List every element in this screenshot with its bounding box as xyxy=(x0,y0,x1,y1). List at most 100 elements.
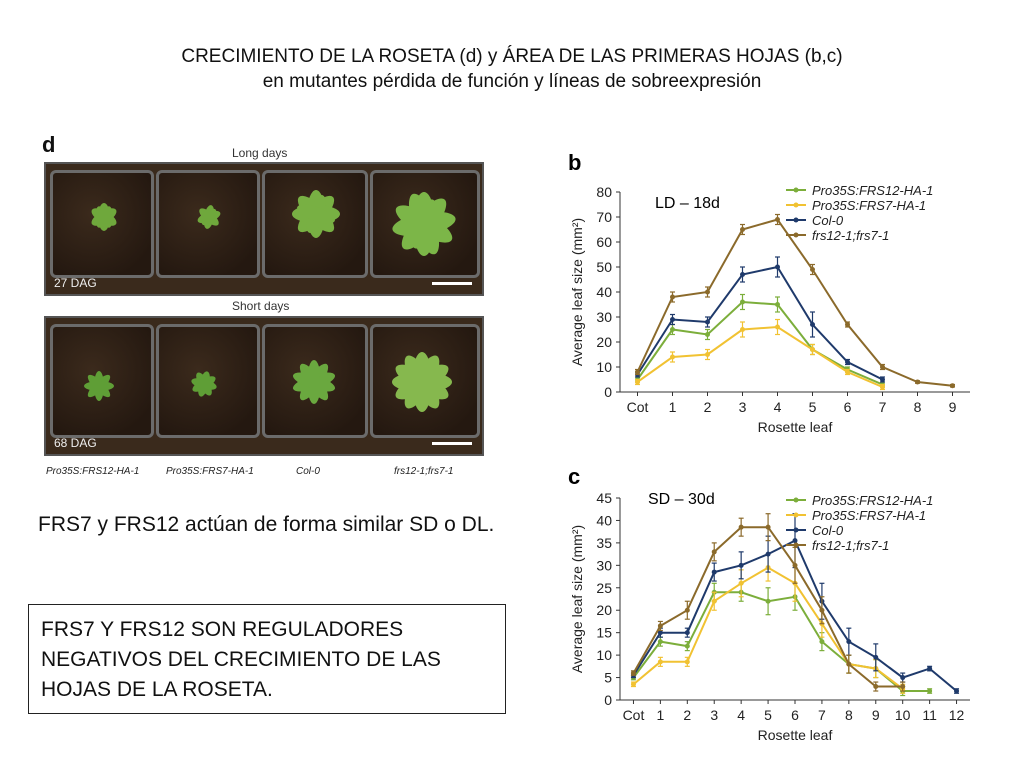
long-days-tray: 27 DAG xyxy=(44,162,484,296)
data-point xyxy=(657,623,663,629)
data-point xyxy=(900,675,906,681)
data-point xyxy=(792,562,798,568)
data-point xyxy=(705,319,710,325)
genotype-label: frs12-1;frs7-1 xyxy=(394,466,454,477)
y-axis-label: Average leaf size (mm²) xyxy=(569,525,585,673)
data-point xyxy=(738,524,744,530)
data-point xyxy=(740,327,745,332)
series-line xyxy=(636,300,883,386)
data-point xyxy=(873,684,879,690)
data-point xyxy=(711,549,717,555)
x-tick-label: 4 xyxy=(737,707,745,723)
series-line xyxy=(636,325,883,388)
long-dag-label: 27 DAG xyxy=(54,276,97,290)
data-point xyxy=(657,659,663,665)
legend-marker xyxy=(793,512,799,518)
data-point xyxy=(915,379,920,385)
x-tick-label: 7 xyxy=(879,399,887,415)
scale-bar xyxy=(432,282,472,285)
x-axis-label: Rosette leaf xyxy=(758,727,833,743)
series-line xyxy=(632,566,904,690)
data-point xyxy=(670,327,675,332)
legend-marker xyxy=(793,497,799,503)
x-tick-label: 6 xyxy=(791,707,799,723)
y-tick-label: 80 xyxy=(596,184,612,200)
x-tick-label: 4 xyxy=(774,399,782,415)
data-point xyxy=(845,322,850,327)
data-point xyxy=(630,681,636,687)
y-tick-label: 45 xyxy=(596,490,612,506)
y-tick-label: 5 xyxy=(604,670,612,686)
data-point xyxy=(880,377,885,382)
data-point xyxy=(775,217,780,222)
data-point xyxy=(705,289,710,295)
data-point xyxy=(657,630,663,636)
data-point xyxy=(657,639,663,645)
panel-letter-d: d xyxy=(42,132,56,157)
x-tick-label: 2 xyxy=(683,707,691,723)
title-line-1: CRECIMIENTO DE LA ROSETA (d) y ÁREA DE L… xyxy=(181,46,843,67)
y-tick-label: 20 xyxy=(596,602,612,618)
x-tick-label: 3 xyxy=(710,707,718,723)
genotype-label: Pro35S:FRS7-HA-1 xyxy=(166,466,254,477)
data-point xyxy=(819,607,825,613)
data-point xyxy=(684,643,690,649)
x-tick-label: 2 xyxy=(704,399,712,415)
pot xyxy=(370,324,480,438)
data-point xyxy=(873,654,879,660)
data-point xyxy=(711,598,717,604)
y-tick-label: 10 xyxy=(596,647,612,663)
x-axis-label: Rosette leaf xyxy=(758,419,833,435)
legend-marker xyxy=(793,187,799,193)
data-point xyxy=(711,569,717,575)
data-point xyxy=(740,272,745,277)
data-point xyxy=(684,659,690,665)
y-tick-label: 40 xyxy=(596,512,612,528)
chart-b: b LD – 18d 0 10 20 30 40 50 60 70 80 Cot 1 2 3 4 5 6 7 8 9 Ro… xyxy=(568,150,970,435)
data-point xyxy=(775,324,780,330)
data-point xyxy=(792,538,798,544)
data-point xyxy=(927,688,933,694)
condition-annotation: LD – 18d xyxy=(655,195,720,212)
legend-marker xyxy=(793,202,799,208)
data-point xyxy=(765,524,771,530)
long-days-plants xyxy=(91,190,456,256)
legend-marker xyxy=(793,542,799,548)
genotype-label: Col-0 xyxy=(296,466,320,477)
legend-entry: Pro35S:FRS12-HA-1 xyxy=(812,493,933,508)
y-tick-label: 20 xyxy=(596,334,612,350)
y-tick-label: 30 xyxy=(596,557,612,573)
data-point xyxy=(635,379,640,385)
data-point xyxy=(705,352,710,357)
data-point xyxy=(810,322,815,327)
short-days-label: Short days xyxy=(232,299,290,313)
data-point xyxy=(670,317,675,322)
data-point xyxy=(880,364,885,370)
y-tick-label: 40 xyxy=(596,284,612,300)
series-line xyxy=(636,265,883,381)
legend-entry: Pro35S:FRS12-HA-1 xyxy=(812,183,933,198)
data-point xyxy=(670,354,675,360)
scale-bar xyxy=(432,442,472,445)
data-point xyxy=(950,383,955,389)
x-tick-label: 1 xyxy=(656,707,664,723)
x-tick-label: 8 xyxy=(914,399,922,415)
data-point xyxy=(765,598,771,604)
data-point xyxy=(846,639,852,645)
data-point xyxy=(927,666,933,672)
x-tick-label: 8 xyxy=(845,707,853,723)
x-tick-label: 6 xyxy=(844,399,852,415)
data-point xyxy=(880,384,885,390)
data-point xyxy=(900,684,906,690)
data-point xyxy=(775,264,780,270)
plant-photo-panel: d Long days 27 DAG Short days 68 DAG xyxy=(38,132,486,478)
data-point xyxy=(845,369,850,375)
legend-marker xyxy=(793,217,799,223)
data-point xyxy=(705,332,710,337)
data-point xyxy=(740,227,745,232)
y-tick-label: 70 xyxy=(596,209,612,225)
short-days-plants xyxy=(84,352,452,412)
condition-annotation: SD – 30d xyxy=(648,491,715,508)
data-point xyxy=(670,294,675,300)
